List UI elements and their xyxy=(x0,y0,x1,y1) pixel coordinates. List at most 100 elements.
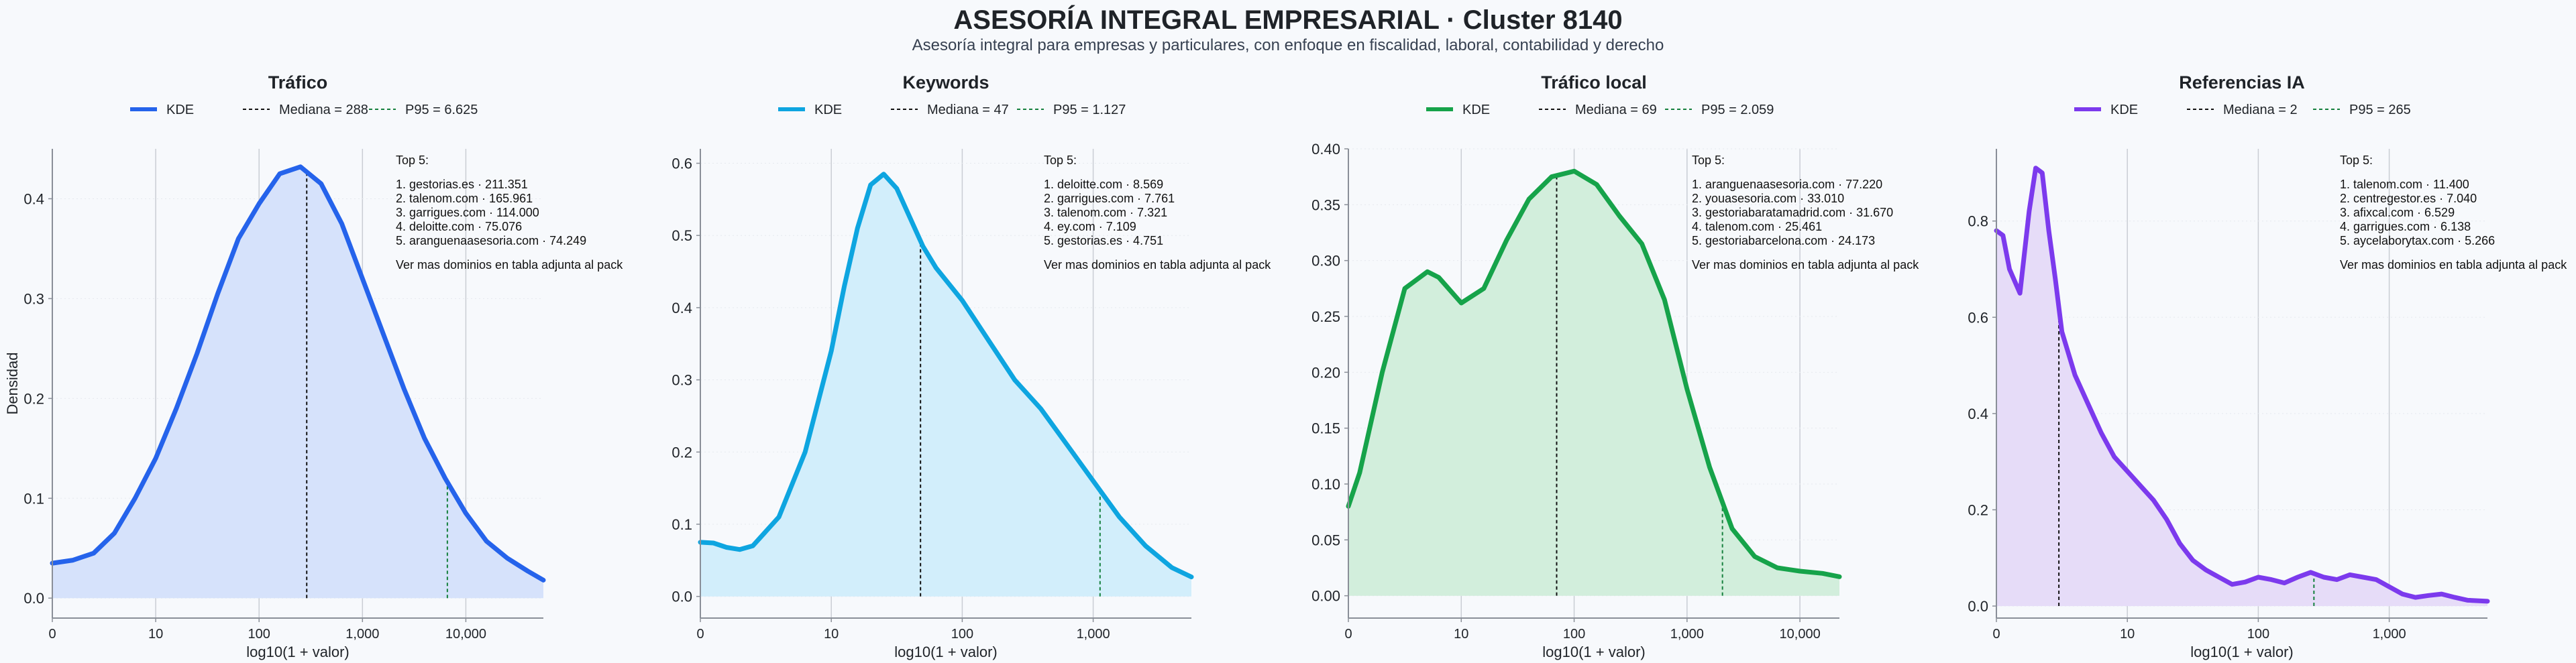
kde-line xyxy=(1994,166,2490,604)
x-tick-label-3: 100 xyxy=(2247,627,2269,642)
y-tick-label-1: 0.0 xyxy=(1968,598,1988,615)
annotation-line-6: 4. deloitte.com · 75.076 xyxy=(396,220,522,233)
x-axis-label: log10(1 + valor) xyxy=(1542,644,1645,660)
y-tick-label-1: 0.0 xyxy=(672,589,692,605)
panel-title: Tráfico local xyxy=(1541,72,1647,93)
figure-subtitle: Asesoría integral para empresas y partic… xyxy=(912,36,1664,54)
x-axis-label: log10(1 + valor) xyxy=(246,644,349,660)
legend: KDE Mediana = 69 P95 = 2.059 xyxy=(1426,103,1774,117)
x-tick-label-1: 0 xyxy=(48,627,56,642)
y-tick-label-5: 0.4 xyxy=(23,190,44,207)
x-tick-label-1: 0 xyxy=(1344,627,1352,642)
y-tick-label-4: 0.15 xyxy=(1311,420,1340,437)
legend-label-3: P95 = 2.059 xyxy=(1701,103,1774,117)
annotation-line-7: 5. gestoriabarcelona.com · 24.173 xyxy=(1692,234,1875,247)
chart-panel-3: Tráfico local KDE Mediana = 69 P95 = 2.059 0… xyxy=(1311,72,1919,660)
x-tick-label-1: 0 xyxy=(696,627,704,642)
x-tick-label-4: 1,000 xyxy=(1077,627,1110,642)
y-tick-label-5: 0.20 xyxy=(1311,364,1340,381)
y-tick-label-6: 0.25 xyxy=(1311,308,1340,325)
y-tick-label-1: 0.0 xyxy=(23,590,44,607)
x-tick-label-5: 10,000 xyxy=(445,627,486,642)
annotation-line-5: 3. afixcal.com · 6.529 xyxy=(2340,206,2455,219)
y-tick-label-2: 0.05 xyxy=(1311,532,1340,548)
kde-line xyxy=(1346,168,1842,579)
legend-label-2: Mediana = 47 xyxy=(927,103,1009,117)
annotation-line-9: Ver mas dominios en tabla adjunta al pac… xyxy=(2340,258,2567,272)
y-tick-label-2: 0.1 xyxy=(23,490,44,507)
x-axis-label: log10(1 + valor) xyxy=(894,644,997,660)
legend-label-1: KDE xyxy=(1462,103,1490,117)
legend-label-3: P95 = 1.127 xyxy=(1053,103,1126,117)
kde-area xyxy=(700,174,1191,597)
x-tick-label-3: 100 xyxy=(248,627,270,642)
legend: KDE Mediana = 288 P95 = 6.625 xyxy=(130,103,478,117)
y-tick-label-3: 0.10 xyxy=(1311,476,1340,493)
x-tick-label-2: 10 xyxy=(2120,627,2135,642)
y-tick-label-9: 0.40 xyxy=(1311,141,1340,158)
annotation-line-4: 2. youasesoria.com · 33.010 xyxy=(1692,192,1844,205)
y-tick-label-4: 0.3 xyxy=(23,290,44,307)
y-tick-label-2: 0.2 xyxy=(1968,501,1988,518)
annotation-line-3: 1. talenom.com · 11.400 xyxy=(2340,178,2469,191)
chart-panel-2: Keywords KDE Mediana = 47 P95 = 1.127 0 10 100… xyxy=(672,72,1271,660)
annotation-line-5: 3. talenom.com · 7.321 xyxy=(1044,206,1167,219)
y-tick-label-5: 0.4 xyxy=(672,300,692,316)
annotation-line-9: Ver mas dominios en tabla adjunta al pac… xyxy=(1692,258,1919,272)
legend: KDE Mediana = 2 P95 = 265 xyxy=(2074,103,2411,117)
y-tick-label-4: 0.6 xyxy=(1968,309,1988,326)
x-tick-label-2: 10 xyxy=(148,627,163,642)
annotation-line-1: Top 5: xyxy=(396,154,429,167)
annotation-line-5: 3. garrigues.com · 114.000 xyxy=(396,206,539,219)
top5-annotation: Top 5: 1. aranguenaasesoria.com · 77.2202… xyxy=(1692,154,1919,272)
annotation-line-3: 1. deloitte.com · 8.569 xyxy=(1044,178,1163,191)
y-tick-label-8: 0.35 xyxy=(1311,196,1340,213)
annotation-line-7: 5. aycelaborytax.com · 5.266 xyxy=(2340,234,2495,247)
annotation-line-9: Ver mas dominios en tabla adjunta al pac… xyxy=(1044,258,1271,272)
annotation-line-3: 1. aranguenaasesoria.com · 77.220 xyxy=(1692,178,1882,191)
annotation-line-3: 1. gestorias.es · 211.351 xyxy=(396,178,528,191)
figure-title: ASESORÍA INTEGRAL EMPRESARIAL · Cluster … xyxy=(953,5,1623,35)
y-tick-label-5: 0.8 xyxy=(1968,213,1988,230)
x-tick-label-5: 10,000 xyxy=(1780,627,1821,642)
x-tick-label-2: 10 xyxy=(1454,627,1468,642)
kde-area xyxy=(1996,168,2487,607)
kde-line xyxy=(698,172,1194,580)
x-tick-label-4: 1,000 xyxy=(345,627,379,642)
panel-title: Keywords xyxy=(902,72,989,93)
x-axis-label: log10(1 + valor) xyxy=(2190,644,2293,660)
x-tick-label-3: 100 xyxy=(951,627,973,642)
kde-area xyxy=(52,166,543,599)
x-tick-label-1: 0 xyxy=(1992,627,2000,642)
legend-label-2: Mediana = 288 xyxy=(279,103,368,117)
legend: KDE Mediana = 47 P95 = 1.127 xyxy=(778,103,1126,117)
legend-label-2: Mediana = 2 xyxy=(2223,103,2298,117)
annotation-line-6: 4. talenom.com · 25.461 xyxy=(1692,220,1822,233)
legend-label-1: KDE xyxy=(814,103,842,117)
annotation-line-6: 4. ey.com · 7.109 xyxy=(1044,220,1136,233)
annotation-line-7: 5. gestorias.es · 4.751 xyxy=(1044,234,1163,247)
panel-title: Tráfico xyxy=(268,72,328,93)
annotation-line-4: 2. talenom.com · 165.961 xyxy=(396,192,533,205)
panel-title: Referencias IA xyxy=(2179,72,2305,93)
y-tick-label-6: 0.5 xyxy=(672,227,692,244)
annotation-line-1: Top 5: xyxy=(1692,154,1725,167)
y-tick-label-7: 0.6 xyxy=(672,156,692,172)
y-tick-label-4: 0.3 xyxy=(672,372,692,389)
annotation-line-4: 2. centregestor.es · 7.040 xyxy=(2340,192,2477,205)
y-axis-label: Densidad xyxy=(4,353,21,415)
kde-line xyxy=(50,164,546,583)
annotation-line-5: 3. gestoriabaratamadrid.com · 31.670 xyxy=(1692,206,1893,219)
x-tick-label-4: 1,000 xyxy=(1670,627,1704,642)
legend-label-2: Mediana = 69 xyxy=(1575,103,1657,117)
chart-panel-1: Tráfico KDE Mediana = 288 P95 = 6.625 0 10 100… xyxy=(4,72,623,660)
legend-label-3: P95 = 6.625 xyxy=(405,103,478,117)
annotation-line-1: Top 5: xyxy=(2340,154,2373,167)
chart-panel-4: Referencias IA KDE Mediana = 2 P95 = 265 0 10… xyxy=(1968,72,2567,660)
x-tick-label-2: 10 xyxy=(824,627,839,642)
